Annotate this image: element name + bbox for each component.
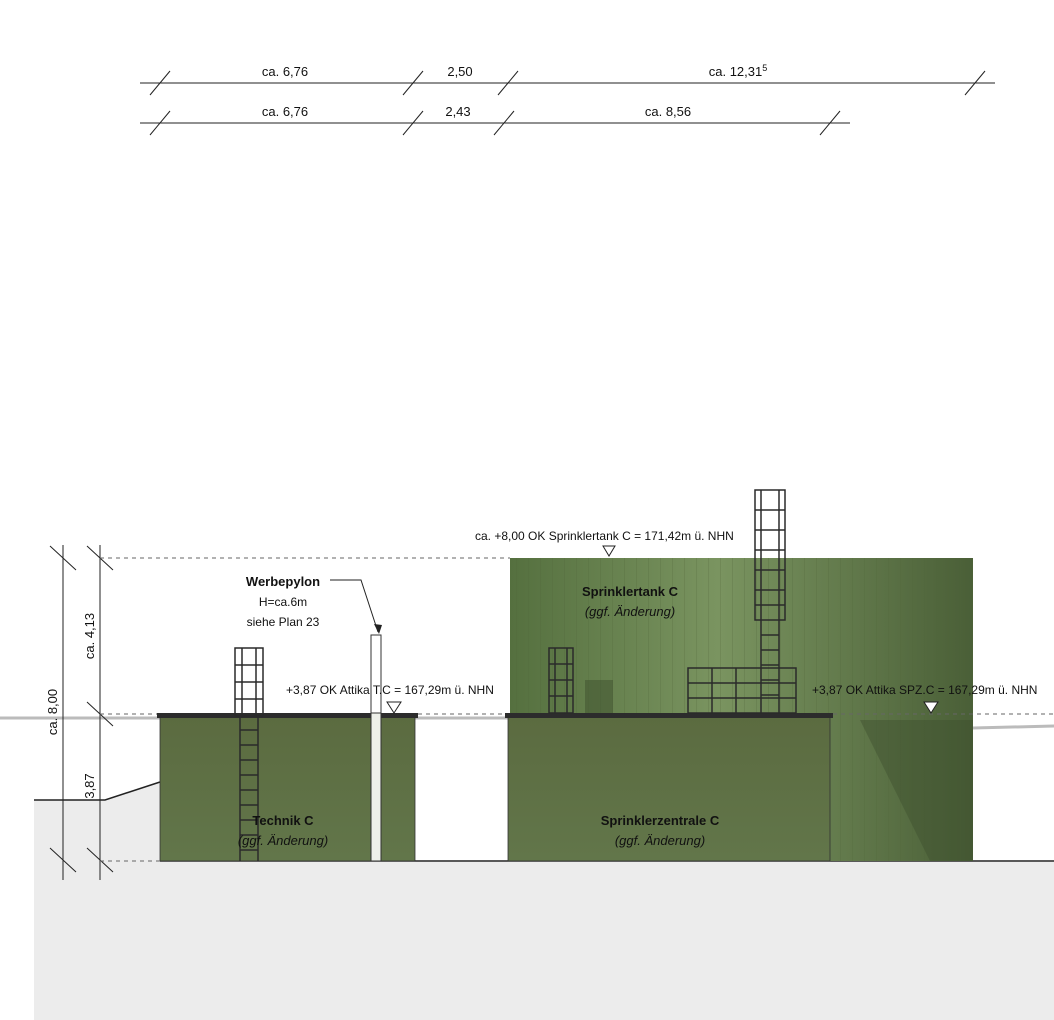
level-attika-tc: +3,87 OK Attika T.C = 167,29m ü. NHN [286, 683, 494, 697]
dim-row2-seg3: ca. 8,56 [645, 104, 691, 119]
level-guides [100, 557, 1054, 862]
top-dimension-chains [140, 70, 995, 136]
level-marker-tank-top [602, 545, 616, 557]
pylon-height: H=ca.6m [259, 595, 307, 609]
sprinkler-tank [510, 558, 973, 861]
werbepylon [370, 634, 382, 862]
sprinklerzentrale-building [505, 713, 833, 862]
dim-total-height: ca. 8,00 [45, 689, 60, 735]
dim-upper-height: ca. 4,13 [82, 613, 97, 659]
dim-row1-seg1: ca. 6,76 [262, 64, 308, 79]
ground-area [34, 782, 1054, 1020]
tank-note: (ggf. Änderung) [585, 604, 675, 619]
vertical-dimensions [49, 545, 114, 880]
dim-lower-height: 3,87 [82, 773, 97, 798]
pylon-title: Werbepylon [246, 574, 320, 589]
zentrale-name: Sprinklerzentrale C [601, 813, 720, 828]
level-marker-attika-spz [923, 701, 939, 714]
level-attika-spz: +3,87 OK Attika SPZ.C = 167,29m ü. NHN [812, 683, 1037, 697]
pylon-leader-arrow [374, 624, 382, 634]
dim-row1-seg3-superscript: 5 [762, 63, 767, 73]
dim-row2-seg2: 2,43 [445, 104, 470, 119]
level-tank-top: ca. +8,00 OK Sprinklertank C = 171,42m ü… [475, 529, 734, 543]
ladder-zentrale-roof [548, 647, 574, 714]
roof-railing [687, 667, 797, 714]
horizon-line-right [972, 724, 1054, 730]
technik-name: Technik C [252, 813, 314, 828]
dim-row1-seg3: ca. 12,315 [709, 63, 768, 79]
dim-row2-seg1: ca. 6,76 [262, 104, 308, 119]
ladder-technik [234, 647, 264, 861]
level-marker-attika-tc [386, 701, 402, 714]
pylon-reference: siehe Plan 23 [247, 615, 320, 629]
dim-row1-seg2: 2,50 [447, 64, 472, 79]
pylon-leader-line [330, 579, 379, 633]
tank-name: Sprinklertank C [582, 584, 679, 599]
technik-note: (ggf. Änderung) [238, 833, 328, 848]
zentrale-note: (ggf. Änderung) [615, 833, 705, 848]
